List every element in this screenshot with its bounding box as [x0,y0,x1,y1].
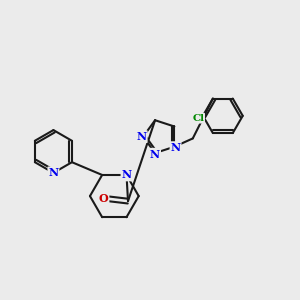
Text: N: N [48,167,59,178]
Text: O: O [99,193,109,204]
Text: N: N [122,169,132,181]
Text: N: N [150,149,160,160]
Text: N: N [136,131,147,142]
Text: Cl: Cl [192,114,204,123]
Text: N: N [170,142,181,153]
